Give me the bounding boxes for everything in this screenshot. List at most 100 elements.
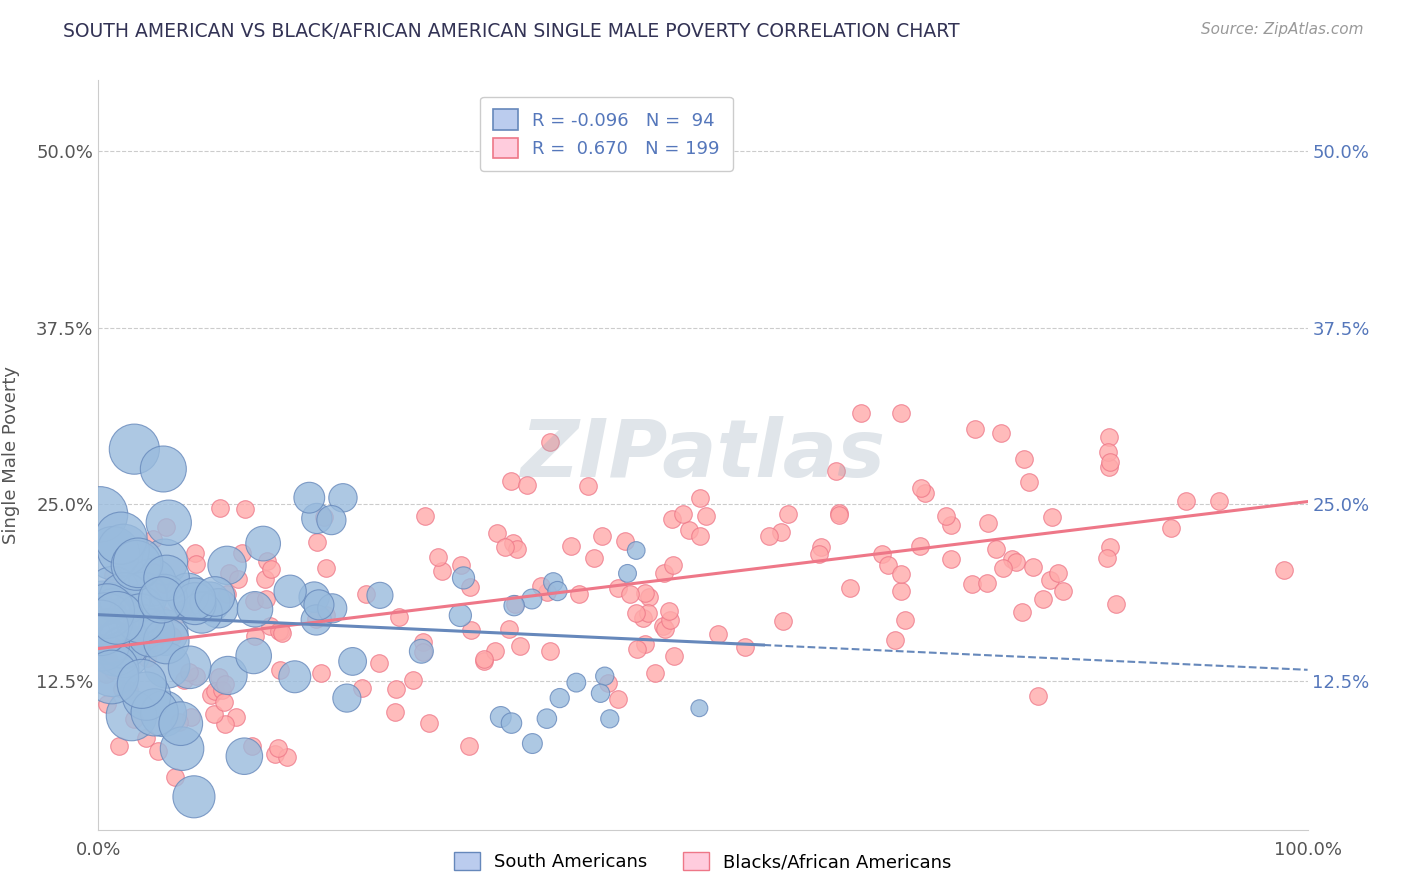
Point bbox=[231, 546, 253, 560]
Text: ZIPatlas: ZIPatlas bbox=[520, 416, 886, 494]
Point bbox=[179, 660, 201, 674]
Point bbox=[240, 739, 263, 753]
Point bbox=[298, 491, 321, 505]
Point bbox=[155, 571, 177, 585]
Point bbox=[270, 626, 292, 640]
Point bbox=[472, 654, 495, 668]
Point bbox=[450, 558, 472, 573]
Point bbox=[225, 710, 247, 724]
Point bbox=[910, 481, 932, 495]
Point bbox=[101, 546, 124, 560]
Point bbox=[385, 682, 408, 697]
Point bbox=[772, 615, 794, 629]
Point bbox=[105, 611, 128, 625]
Point bbox=[976, 516, 998, 531]
Point bbox=[125, 558, 148, 573]
Point bbox=[384, 706, 406, 720]
Point bbox=[103, 608, 125, 623]
Point bbox=[1097, 445, 1119, 459]
Point bbox=[1040, 510, 1063, 524]
Point bbox=[207, 601, 229, 615]
Point bbox=[644, 666, 666, 681]
Point bbox=[141, 575, 163, 590]
Point bbox=[167, 714, 190, 729]
Point bbox=[169, 607, 191, 621]
Point bbox=[100, 602, 122, 616]
Point bbox=[226, 572, 249, 586]
Point bbox=[484, 643, 506, 657]
Point bbox=[342, 655, 364, 669]
Point bbox=[184, 597, 207, 611]
Point bbox=[1104, 597, 1126, 611]
Point bbox=[160, 629, 183, 643]
Point bbox=[734, 640, 756, 654]
Point bbox=[267, 741, 290, 756]
Point bbox=[538, 644, 561, 658]
Point bbox=[543, 575, 565, 590]
Point bbox=[839, 581, 862, 595]
Point bbox=[502, 535, 524, 549]
Point bbox=[599, 712, 621, 726]
Point bbox=[91, 601, 114, 615]
Point bbox=[101, 663, 124, 677]
Point bbox=[336, 691, 359, 706]
Point bbox=[150, 593, 173, 607]
Point bbox=[101, 663, 124, 677]
Point bbox=[128, 603, 150, 617]
Point bbox=[1098, 455, 1121, 469]
Point bbox=[583, 551, 606, 566]
Point bbox=[637, 590, 659, 604]
Point bbox=[305, 511, 328, 525]
Point bbox=[449, 608, 471, 623]
Point bbox=[548, 691, 571, 706]
Point bbox=[568, 587, 591, 601]
Point bbox=[142, 637, 165, 651]
Point bbox=[689, 529, 711, 543]
Point bbox=[91, 584, 114, 599]
Point bbox=[260, 562, 283, 576]
Point bbox=[256, 554, 278, 568]
Point bbox=[658, 604, 681, 618]
Point bbox=[152, 706, 174, 721]
Point bbox=[501, 474, 523, 488]
Point bbox=[107, 739, 129, 753]
Point bbox=[1047, 566, 1070, 581]
Point bbox=[536, 712, 558, 726]
Point bbox=[305, 613, 328, 627]
Y-axis label: Single Male Poverty: Single Male Poverty bbox=[1, 366, 20, 544]
Point bbox=[233, 749, 256, 764]
Point bbox=[624, 543, 647, 558]
Point bbox=[209, 500, 232, 515]
Point bbox=[142, 532, 165, 546]
Point bbox=[1174, 494, 1197, 508]
Point bbox=[155, 634, 177, 648]
Point bbox=[242, 648, 264, 663]
Point bbox=[664, 649, 686, 664]
Point bbox=[202, 707, 225, 722]
Point bbox=[215, 558, 238, 573]
Point bbox=[214, 717, 236, 731]
Point bbox=[264, 747, 287, 762]
Point bbox=[200, 688, 222, 702]
Point bbox=[243, 594, 266, 608]
Point bbox=[776, 508, 799, 522]
Point bbox=[204, 683, 226, 698]
Point bbox=[565, 675, 588, 690]
Point bbox=[233, 502, 256, 516]
Point bbox=[560, 539, 582, 553]
Point bbox=[412, 645, 434, 659]
Point bbox=[97, 654, 120, 668]
Point bbox=[284, 670, 307, 684]
Point bbox=[890, 566, 912, 581]
Point bbox=[939, 518, 962, 533]
Point bbox=[1032, 592, 1054, 607]
Point bbox=[596, 676, 619, 690]
Point bbox=[522, 737, 544, 751]
Point bbox=[960, 577, 983, 591]
Point bbox=[170, 741, 193, 756]
Point bbox=[155, 520, 177, 534]
Point bbox=[100, 628, 122, 642]
Point bbox=[530, 579, 553, 593]
Point bbox=[208, 671, 231, 685]
Point bbox=[538, 435, 561, 450]
